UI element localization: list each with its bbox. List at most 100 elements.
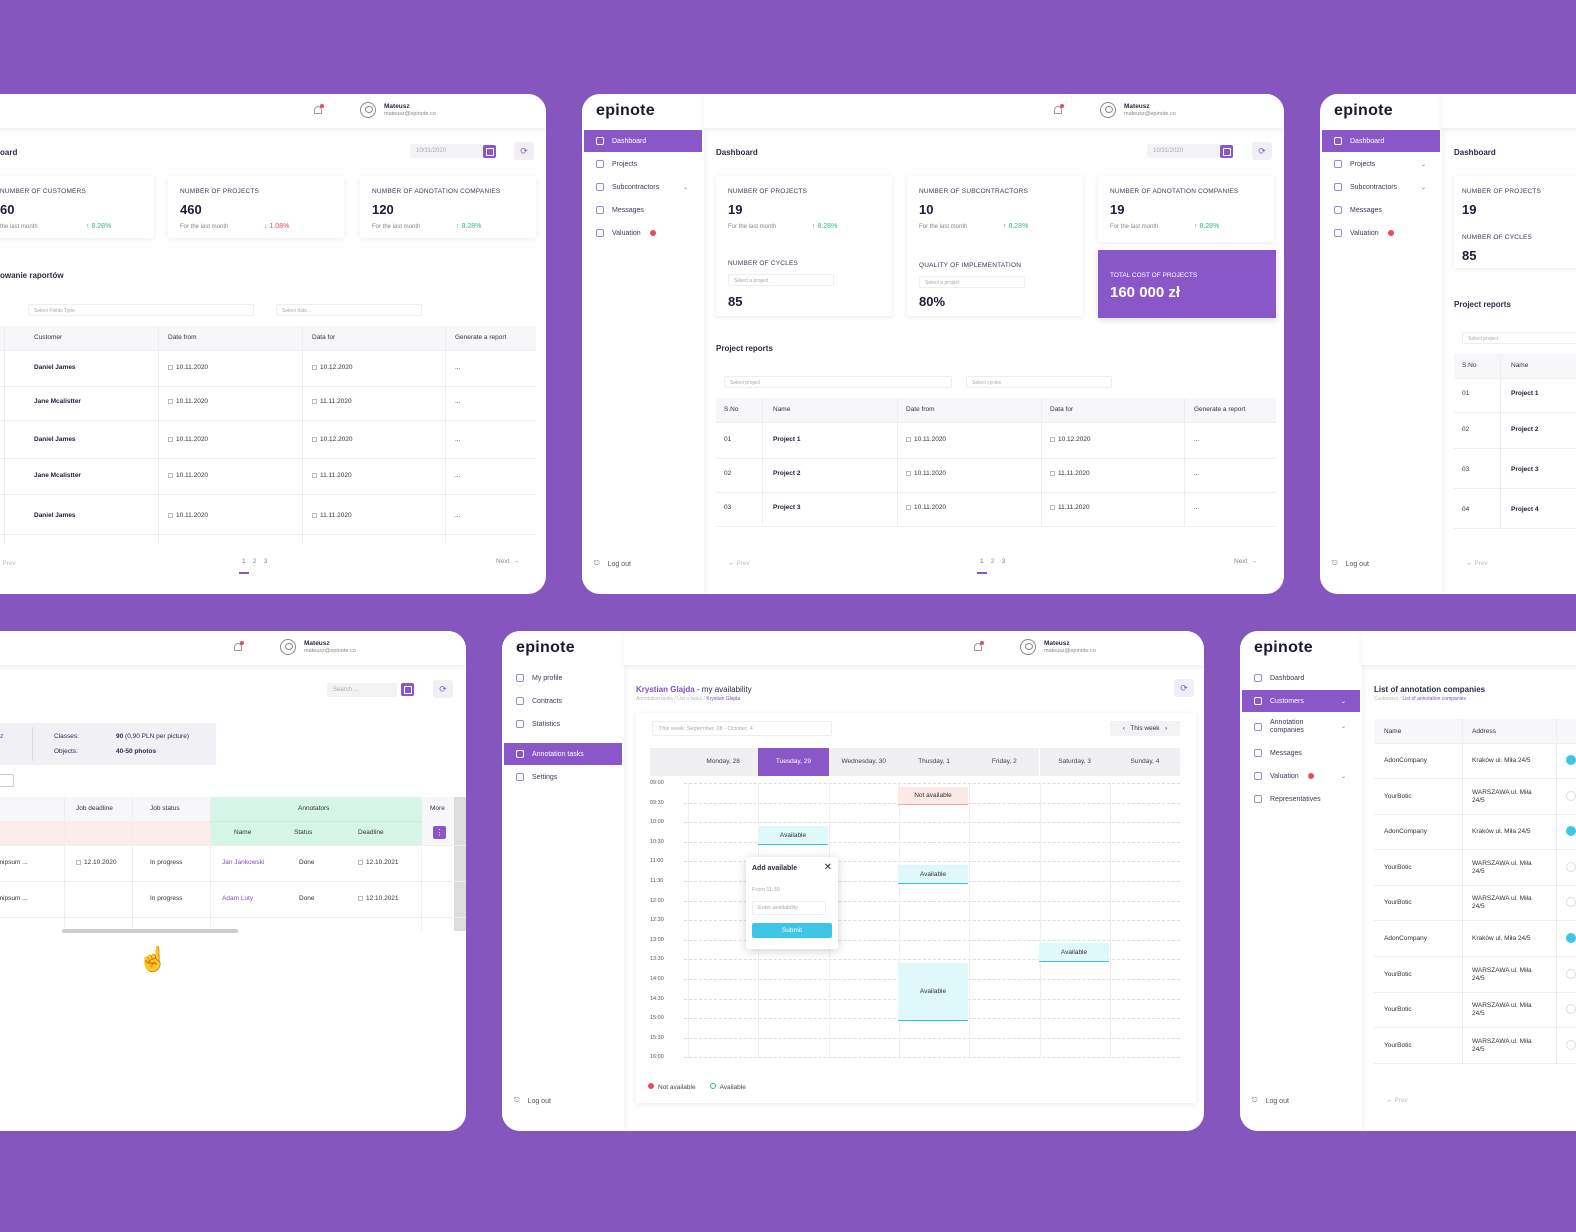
annotator-link[interactable]: Jan Jankowski [222, 859, 265, 866]
day-column-header[interactable]: Thusday, 1 [898, 748, 970, 776]
search-icon[interactable] [401, 683, 414, 696]
cycles-select[interactable]: Select cycles [966, 376, 1112, 388]
refresh-icon[interactable]: ⟳ [514, 142, 534, 160]
project-select[interactable]: Select a project [728, 274, 834, 286]
bell-icon[interactable] [974, 641, 984, 651]
refresh-icon[interactable]: ⟳ [1252, 142, 1272, 160]
project-select[interactable]: Select project [1462, 332, 1576, 344]
nav-messages[interactable]: Messages [1242, 742, 1360, 764]
day-column-header[interactable]: Saturday, 3 [1039, 748, 1110, 776]
next-button[interactable]: Next → [1234, 558, 1258, 565]
nav-annotation-companies[interactable]: Annotation companies ⌄ [1242, 713, 1360, 741]
prev-button[interactable]: ← Prev [728, 560, 750, 567]
logout-button[interactable]: ⎋ Log out [514, 1097, 551, 1105]
prev-button[interactable]: ← Prev [0, 560, 16, 567]
table-cell: Project 1 [773, 436, 801, 443]
available-slot[interactable]: Available [898, 865, 968, 884]
more-button[interactable]: ... [455, 472, 461, 479]
horizontal-scrollbar[interactable] [62, 929, 238, 933]
calendar-icon[interactable] [483, 145, 496, 158]
annotator-link[interactable]: Adam Luty [222, 895, 254, 902]
pagination[interactable]: 1 2 3 [242, 558, 268, 565]
search-input[interactable]: Search ... [327, 683, 397, 697]
more-icon[interactable]: ⋮ [433, 826, 446, 839]
more-button[interactable]: ... [455, 364, 461, 371]
nav-projects[interactable]: Projects [584, 153, 702, 175]
project-select[interactable]: Select project [724, 376, 952, 388]
card-customers-dashboard: Mateusz mateusz@epinote.co oard 10/31/202… [0, 94, 546, 594]
availability-input[interactable]: Enter availability [752, 901, 826, 915]
swipe-hand-icon: ☝ [138, 946, 168, 973]
table-cell: emipsum ... [0, 859, 28, 866]
sub-column-header: Name [234, 829, 252, 836]
nav-subcontractors[interactable]: Subcontractors ⌄ [584, 176, 702, 198]
user-menu[interactable]: Mateusz mateusz@epinote.co [360, 102, 436, 118]
logout-button[interactable]: ⎋ Log out [1332, 560, 1369, 568]
this-week-switch[interactable]: ‹ This week › [1110, 721, 1180, 736]
logout-button[interactable]: ⎋ Log out [1252, 1097, 1289, 1105]
nav-annotation-tasks[interactable]: Annotation tasks [504, 743, 622, 765]
table-cell: 12.10.2021 [358, 895, 399, 902]
calendar-icon[interactable] [1220, 145, 1233, 158]
nav-representatives[interactable]: Representatives [1242, 788, 1360, 810]
available-slot[interactable]: Available [758, 826, 828, 845]
bell-icon[interactable] [314, 104, 324, 114]
nav-settings[interactable]: Settings [504, 766, 622, 788]
nav-valuation[interactable]: Valuation [584, 222, 702, 244]
day-column-header[interactable]: Wednesday, 30 [828, 748, 899, 776]
stat-value: 10 [919, 202, 934, 217]
not-available-slot[interactable]: Not available [898, 787, 968, 805]
stat-label: NUMBER OF PROJECTS [180, 188, 260, 195]
available-slot[interactable]: Available [1039, 943, 1109, 962]
next-button[interactable]: Next → [496, 558, 520, 565]
filter-button[interactable] [0, 774, 14, 787]
day-column-header[interactable]: Monday, 28 [688, 748, 759, 776]
prev-button[interactable]: ← Prev [1386, 1097, 1408, 1104]
fields-type-select[interactable]: Select Fields Type [28, 304, 254, 316]
user-menu[interactable]: Mateusz mateusz@epinote.co [1020, 639, 1096, 655]
refresh-icon[interactable]: ⟳ [1174, 679, 1194, 697]
nav-dashboard[interactable]: Dashboard [1242, 667, 1360, 689]
submit-button[interactable]: Submit [752, 923, 832, 938]
nav-valuation[interactable]: Valuation [1322, 222, 1440, 244]
day-column-header[interactable]: Friday, 2 [969, 748, 1040, 776]
pagination[interactable]: 1 2 3 [980, 558, 1006, 565]
nav-customers[interactable]: Customers ⌄ [1242, 690, 1360, 712]
user-menu[interactable]: Mateusz mateusz@epinote.co [280, 639, 356, 655]
nav-subcontractors[interactable]: Subcontractors ⌄ [1322, 176, 1440, 198]
more-button[interactable]: ... [455, 512, 461, 519]
available-slot[interactable]: Available [898, 963, 968, 1021]
nav-messages[interactable]: Messages [584, 199, 702, 221]
nav-my-profile[interactable]: My profile [504, 667, 622, 689]
nav-statistics[interactable]: Statistics [504, 713, 622, 735]
more-button[interactable]: ... [455, 398, 461, 405]
stat-sub: For the last month [372, 224, 421, 230]
bell-icon[interactable] [1054, 104, 1064, 114]
nav-contracts[interactable]: Contracts [504, 690, 622, 712]
nav-projects[interactable]: Projects ⌄ [1322, 153, 1440, 175]
user-name: Mateusz [1124, 103, 1150, 110]
nav-messages[interactable]: Messages [1322, 199, 1440, 221]
nav-dashboard[interactable]: Dashboard [1322, 130, 1440, 152]
refresh-icon[interactable]: ⟳ [433, 680, 453, 698]
more-button[interactable]: ... [1194, 470, 1200, 477]
user-menu[interactable]: Mateusz mateusz@epinote.co [1100, 102, 1176, 118]
date-select[interactable]: Select date... [276, 304, 422, 316]
prev-button[interactable]: ← Prev [1466, 560, 1488, 567]
close-icon[interactable]: ✕ [823, 862, 832, 873]
logout-button[interactable]: ⎋ Log out [594, 560, 631, 568]
bell-icon[interactable] [234, 641, 244, 651]
day-column-header[interactable]: Tuesday, 29 [758, 748, 829, 776]
more-button[interactable]: ... [1194, 436, 1200, 443]
day-column-header[interactable]: Sunday, 4 [1109, 748, 1181, 776]
date-input[interactable]: 10/31/2020 [410, 144, 490, 158]
project-select[interactable]: Select a project [919, 276, 1025, 288]
more-button[interactable]: ... [455, 436, 461, 443]
week-select[interactable]: This week: September, 28 - October, 4 [652, 721, 832, 736]
nav-dashboard[interactable]: Dashboard [584, 130, 702, 152]
stat-card: NUMBER OF ADNOTATION COMPANIES 120 For t… [360, 176, 536, 238]
nav-valuation[interactable]: Valuation ⌄ [1242, 765, 1360, 787]
date-input[interactable]: 10/31/2020 [1147, 144, 1227, 158]
stat-label: NUMBER OF CYCLES [1462, 234, 1533, 241]
more-button[interactable]: ... [1194, 504, 1200, 511]
